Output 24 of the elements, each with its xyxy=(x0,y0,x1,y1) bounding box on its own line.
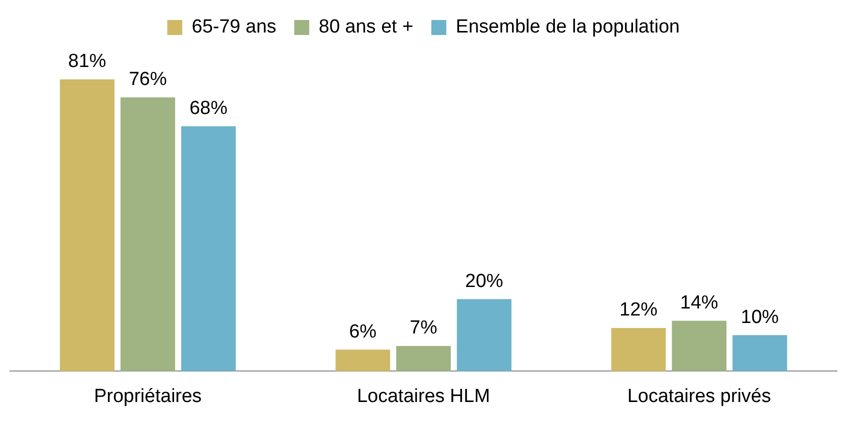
x-tick-label: Locataires HLM xyxy=(356,386,490,407)
bar xyxy=(120,97,176,372)
data-label: 81% xyxy=(68,51,106,72)
data-label: 6% xyxy=(349,321,377,342)
bar xyxy=(336,350,390,372)
data-label: 10% xyxy=(740,306,779,328)
data-label: 76% xyxy=(128,69,167,90)
legend-label: Ensemble de la population xyxy=(456,16,680,38)
x-tick-label: Propriétaires xyxy=(94,386,202,407)
data-label: 14% xyxy=(680,292,718,314)
bar xyxy=(60,79,114,372)
legend-label: 65-79 ans xyxy=(192,16,276,38)
x-tick-label: Locataires privés xyxy=(627,386,771,407)
data-label: 68% xyxy=(189,98,228,119)
data-label: 12% xyxy=(620,300,658,321)
legend-label: 80 ans et + xyxy=(318,16,414,38)
bar xyxy=(611,328,666,372)
bar xyxy=(396,346,451,372)
data-label: 20% xyxy=(465,270,504,292)
data-label: 7% xyxy=(410,318,438,339)
bar xyxy=(456,299,512,372)
bar xyxy=(181,126,236,372)
bar xyxy=(732,335,788,372)
bar xyxy=(672,320,726,372)
